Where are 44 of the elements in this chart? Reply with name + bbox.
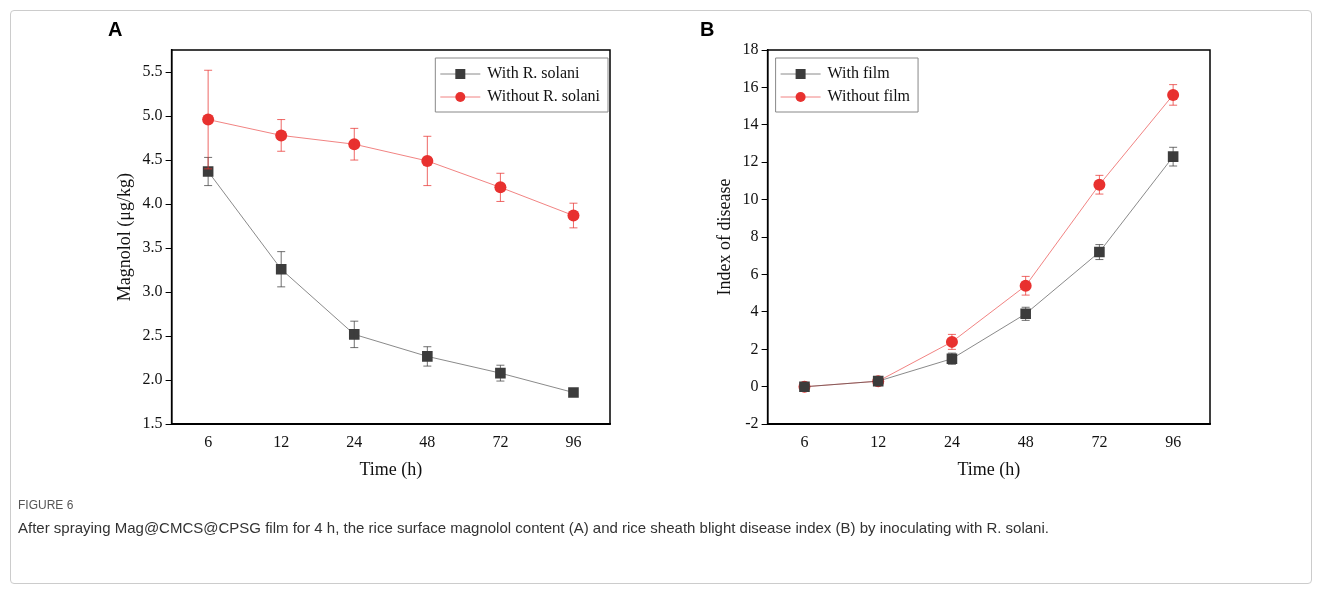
y-tick-label: 5.5: [142, 62, 163, 80]
y-tick-label: 2: [750, 339, 759, 357]
y-tick-label: 4.5: [142, 150, 163, 168]
legend-label: Without R. solani: [487, 87, 601, 105]
x-tick-label: 12: [273, 433, 290, 450]
x-tick-label: 48: [1017, 433, 1034, 450]
y-tick-label: 16: [742, 77, 759, 95]
y-tick-label: 0: [750, 376, 759, 394]
x-tick-label: 12: [870, 433, 887, 450]
y-tick-label: 6: [750, 264, 759, 282]
y-tick-label: 3.0: [142, 282, 163, 300]
caption: FIGURE 6: [18, 498, 75, 512]
x-tick-label: 96: [1165, 433, 1182, 450]
y-tick-label: 2.5: [142, 326, 163, 344]
x-tick-label: 24: [943, 433, 960, 450]
x-axis-title: Time (h): [957, 458, 1021, 480]
y-tick-label: 18: [742, 40, 759, 58]
x-tick-label: 96: [565, 433, 582, 450]
y-tick-label: 4.0: [142, 194, 163, 212]
legend-label: With R. solani: [487, 64, 581, 82]
y-tick-label: 10: [742, 189, 759, 207]
y-tick-label: 12: [742, 152, 759, 170]
y-tick-label: 5.0: [142, 106, 163, 124]
y-tick-label: -2: [745, 414, 759, 432]
chart-title: B: [700, 18, 715, 41]
y-tick-label: 8: [750, 227, 759, 245]
y-axis-title: Index of disease: [713, 178, 734, 296]
legend-label: Without film: [827, 87, 911, 105]
x-tick-label: 24: [346, 433, 363, 450]
y-tick-label: 3.5: [142, 238, 163, 256]
text: After spraying Mag@CMCS@CPSG film for 4 h, the rice surface magnolol content (A) and rice sheath blight disease index (B) by inoculating with R. solani.: [18, 518, 1050, 538]
y-tick-label: 1.5: [142, 414, 163, 432]
y-tick-label: 4: [750, 302, 759, 320]
chart-title: A: [108, 18, 123, 41]
x-tick-label: 6: [800, 433, 809, 450]
y-tick-label: 14: [742, 115, 759, 133]
y-axis-title: Magnolol (μg/kg): [113, 173, 135, 302]
y-tick-label: 2.0: [142, 370, 163, 388]
x-tick-label: 72: [492, 433, 509, 450]
x-tick-label: 6: [204, 433, 213, 450]
x-axis-title: Time (h): [359, 458, 423, 480]
x-tick-label: 72: [1091, 433, 1108, 450]
x-tick-label: 48: [419, 433, 436, 450]
legend-label: With film: [827, 64, 891, 82]
